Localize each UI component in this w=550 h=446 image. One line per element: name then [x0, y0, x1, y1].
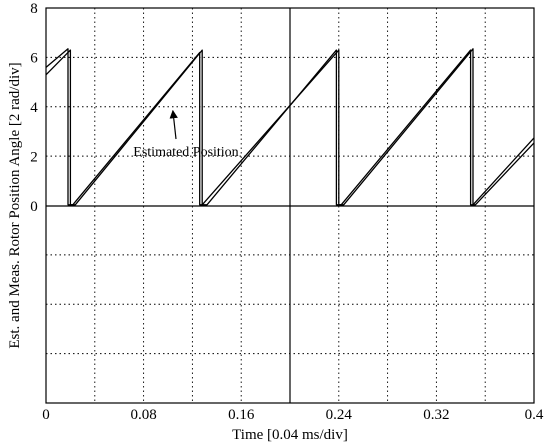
series-lines [45, 48, 535, 206]
annotations: Estimated Position [133, 109, 239, 160]
x-tick-label: 0.16 [228, 407, 255, 423]
x-tick-label: 0.08 [130, 407, 156, 423]
x-axis-label: Time [0.04 ms/div] [232, 427, 348, 443]
y-tick-label: 6 [30, 51, 38, 67]
x-tick-label: 0 [42, 407, 50, 423]
axis-labels: Time [0.04 ms/div] Est. and Meas. Rotor … [7, 62, 348, 443]
annotation-label: Estimated Position [133, 145, 238, 160]
x-tick-label: 0.32 [423, 407, 449, 423]
tick-labels: 0 0.08 0.16 0.24 0.32 0.4 0 2 4 6 8 [30, 1, 544, 423]
x-tick-label: 0.24 [326, 407, 353, 423]
x-tick-label: 0.4 [525, 407, 544, 423]
y-tick-label: 8 [30, 1, 38, 17]
y-tick-label: 0 [30, 199, 38, 215]
series-line-2 [45, 48, 535, 206]
y-axis-label: Est. and Meas. Rotor Position Angle [2 r… [7, 62, 23, 348]
y-tick-label: 2 [30, 150, 38, 166]
y-tick-label: 4 [30, 100, 38, 116]
annotation-arrow [169, 109, 178, 140]
